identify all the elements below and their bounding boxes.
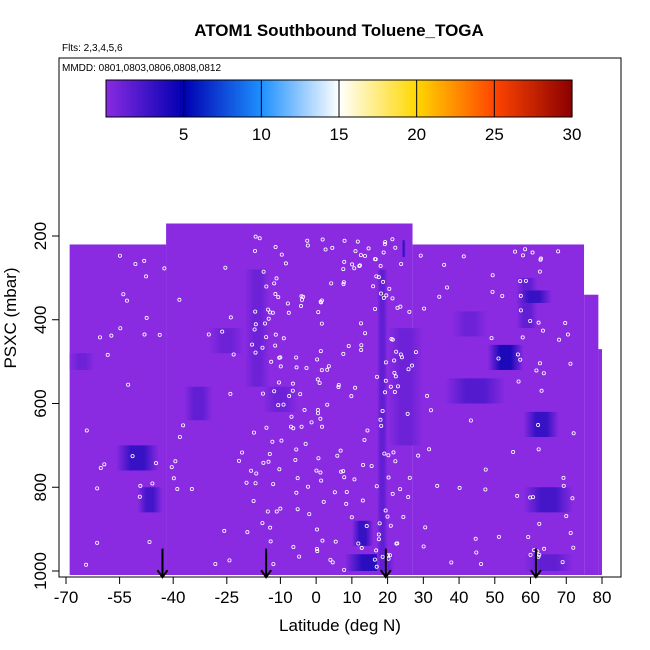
dates-note: MMDD: 0801,0803,0806,0808,0812 <box>62 63 221 74</box>
observation-markers <box>84 234 576 572</box>
enhancement-cell-2 <box>116 445 159 471</box>
coverage-block-0 <box>69 244 167 575</box>
enhancement-cell-9 <box>487 344 524 370</box>
x-tick-label--70: -70 <box>54 588 79 607</box>
enhancement-cell-19 <box>516 290 552 303</box>
y-tick-label-200: 200 <box>31 222 50 250</box>
y-tick-label-400: 400 <box>31 306 50 334</box>
colorbar: 5 10 15 20 25 30 <box>105 79 582 144</box>
x-tick-label-80: 80 <box>593 588 612 607</box>
x-tick-label--10: -10 <box>268 588 293 607</box>
coverage-block-3 <box>584 294 599 575</box>
colorbar-label-25: 25 <box>485 125 504 144</box>
enhancement-cell-8 <box>523 411 560 437</box>
data-field <box>69 223 602 575</box>
x-tick-label-50: 50 <box>485 588 504 607</box>
x-axis: -70 -55 -40 -25 -10 0 10 20 30 40 50 60 70 80 <box>54 576 612 607</box>
chart-title: ATOM1 Southbound Toluene_TOGA <box>194 21 484 40</box>
flights-note: Flts: 2,3,4,5,6 <box>62 43 123 54</box>
x-tick-label-60: 60 <box>521 588 540 607</box>
enhancement-cell-1 <box>183 386 213 421</box>
enhancement-cell-13 <box>387 328 424 446</box>
y-axis-title: PSXC (mbar) <box>1 267 20 368</box>
x-tick-label-40: 40 <box>450 588 469 607</box>
enhancement-cell-16 <box>401 240 406 257</box>
y-tick-label-1000: 1000 <box>31 552 50 590</box>
enhancement-cell-4 <box>351 520 374 546</box>
enhancement-cell-17 <box>69 353 95 370</box>
enhancement-cell-18 <box>262 386 299 412</box>
colorbar-label-15: 15 <box>330 125 349 144</box>
colorbar-label-5: 5 <box>179 125 188 144</box>
enhancement-cell-0 <box>444 378 506 404</box>
x-tick-label--55: -55 <box>107 588 132 607</box>
colorbar-label-20: 20 <box>407 125 426 144</box>
y-tick-label-800: 800 <box>31 473 50 501</box>
x-tick-label-70: 70 <box>557 588 576 607</box>
y-tick-label-600: 600 <box>31 389 50 417</box>
enhancement-cell-10 <box>244 269 270 387</box>
enhancement-cell-7 <box>523 487 574 513</box>
enhancement-cell-11 <box>208 328 245 354</box>
x-tick-label-30: 30 <box>414 588 433 607</box>
y-axis: 200 400 600 800 1000 <box>31 222 60 590</box>
enhancement-cell-3 <box>137 487 163 513</box>
x-tick-label-0: 0 <box>311 588 320 607</box>
colorbar-label-10: 10 <box>252 125 271 144</box>
x-tick-label-20: 20 <box>378 588 397 607</box>
colorbar-label-30: 30 <box>563 125 582 144</box>
x-tick-label--25: -25 <box>215 588 240 607</box>
plot-area <box>69 223 602 579</box>
x-tick-label-10: 10 <box>342 588 361 607</box>
coverage-block-4 <box>598 349 602 575</box>
coverage-block-2 <box>412 244 585 575</box>
x-axis-title: Latitude (deg N) <box>279 616 401 635</box>
enhancement-cell-14 <box>451 311 488 337</box>
x-tick-label--40: -40 <box>161 588 186 607</box>
